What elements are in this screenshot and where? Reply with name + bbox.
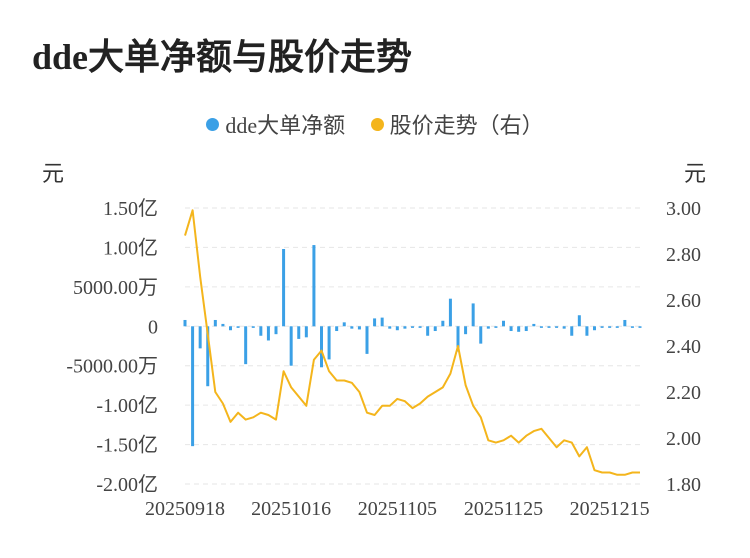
left-tick-label: -1.50亿 xyxy=(96,434,158,457)
dde-bar xyxy=(191,326,195,447)
dde-bar xyxy=(593,326,596,331)
dde-bar xyxy=(570,326,574,336)
dde-bar xyxy=(395,326,399,331)
dde-bar xyxy=(350,326,354,329)
dde-bar xyxy=(486,326,490,329)
dde-bar xyxy=(502,320,505,327)
dde-bar xyxy=(342,322,346,327)
dde-bar xyxy=(509,326,513,332)
dde-bar xyxy=(274,326,278,335)
dde-bar xyxy=(327,326,331,360)
dde-bar xyxy=(426,326,430,336)
dde-bar xyxy=(206,326,210,387)
dde-bar xyxy=(304,326,308,338)
dde-bar xyxy=(577,315,581,327)
dde-bar xyxy=(539,326,543,328)
dde-bar xyxy=(600,326,604,328)
left-tick-label: 0 xyxy=(148,316,158,338)
legend-dot-icon xyxy=(370,117,384,131)
dde-bar xyxy=(615,326,619,328)
dde-bar xyxy=(494,326,498,328)
dde-bar xyxy=(244,326,248,365)
dde-bar xyxy=(365,326,369,354)
dde-bar xyxy=(320,326,323,368)
left-tick-label: -5000.00万 xyxy=(66,356,158,378)
dde-bar xyxy=(471,303,475,327)
dde-bar xyxy=(312,245,316,327)
right-axis-unit: 元 xyxy=(684,161,707,186)
dde-bar xyxy=(221,323,225,327)
dde-bar xyxy=(282,249,286,327)
dde-bar xyxy=(183,319,187,327)
dde-bar xyxy=(433,326,437,332)
x-tick-label: 20251215 xyxy=(570,498,650,520)
dde-bar xyxy=(418,326,422,328)
dde-bar xyxy=(456,326,460,352)
dde-bar xyxy=(229,326,232,331)
dde-bar xyxy=(623,319,627,327)
dde-bar xyxy=(259,326,263,336)
dde-bar xyxy=(479,326,483,344)
dde-bar xyxy=(464,326,468,335)
left-tick-label: -1.00亿 xyxy=(96,394,158,417)
right-tick-label: 2.40 xyxy=(666,336,701,358)
legend-label-price: 股价走势（右） xyxy=(389,113,544,138)
dde-bar xyxy=(411,326,414,328)
dde-bar xyxy=(266,326,270,341)
dde-bar xyxy=(213,319,217,327)
x-tick-label: 20251125 xyxy=(464,498,543,520)
dde-bar xyxy=(555,326,559,328)
x-tick-label: 20250918 xyxy=(145,498,225,520)
dde-bar xyxy=(251,326,255,328)
left-axis-unit: 元 xyxy=(42,161,65,186)
dde-bar xyxy=(585,326,589,336)
dde-bar xyxy=(357,326,361,330)
dde-bar xyxy=(524,326,528,332)
dde-bar xyxy=(532,323,536,327)
dde-bar xyxy=(380,317,384,327)
dde-bar xyxy=(517,326,521,332)
dde-bar xyxy=(630,326,634,328)
right-tick-label: 3.00 xyxy=(666,198,701,220)
right-tick-label: 2.80 xyxy=(666,244,701,266)
dde-bar xyxy=(638,326,642,328)
dde-bar xyxy=(335,326,339,332)
dde-bar xyxy=(562,326,566,329)
right-tick-label: 2.00 xyxy=(666,428,701,450)
legend-item-dde[interactable]: dde大单净额 xyxy=(206,108,345,140)
dde-bar xyxy=(608,326,612,328)
dde-bar xyxy=(236,326,240,328)
left-tick-label: 1.50亿 xyxy=(103,197,158,220)
right-tick-label: 2.60 xyxy=(666,290,701,312)
left-tick-label: 1.00亿 xyxy=(103,236,158,259)
chart-title: dde大单净额与股价走势 xyxy=(32,37,413,77)
left-tick-label: -2.00亿 xyxy=(96,473,158,496)
legend-item-price[interactable]: 股价走势（右） xyxy=(370,108,544,140)
right-tick-label: 1.80 xyxy=(666,474,701,496)
dde-bar xyxy=(403,326,407,329)
x-tick-label: 20251016 xyxy=(251,498,331,520)
dde-bar xyxy=(297,326,301,339)
legend-dot-icon xyxy=(206,117,220,131)
dde-bar xyxy=(373,318,377,327)
x-tick-label: 20251105 xyxy=(358,498,437,520)
dde-bar xyxy=(388,326,392,329)
dde-bar xyxy=(198,326,202,349)
dde-bar xyxy=(289,326,293,366)
dde-bar xyxy=(448,298,452,327)
right-tick-label: 2.20 xyxy=(666,382,701,404)
dde-bar xyxy=(547,326,551,328)
left-tick-label: 5000.00万 xyxy=(73,277,158,299)
legend-label-dde: dde大单净额 xyxy=(225,113,346,138)
price-line xyxy=(184,209,640,476)
legend: dde大单净额 股价走势（右） xyxy=(0,108,750,140)
dde-bar xyxy=(441,320,445,327)
